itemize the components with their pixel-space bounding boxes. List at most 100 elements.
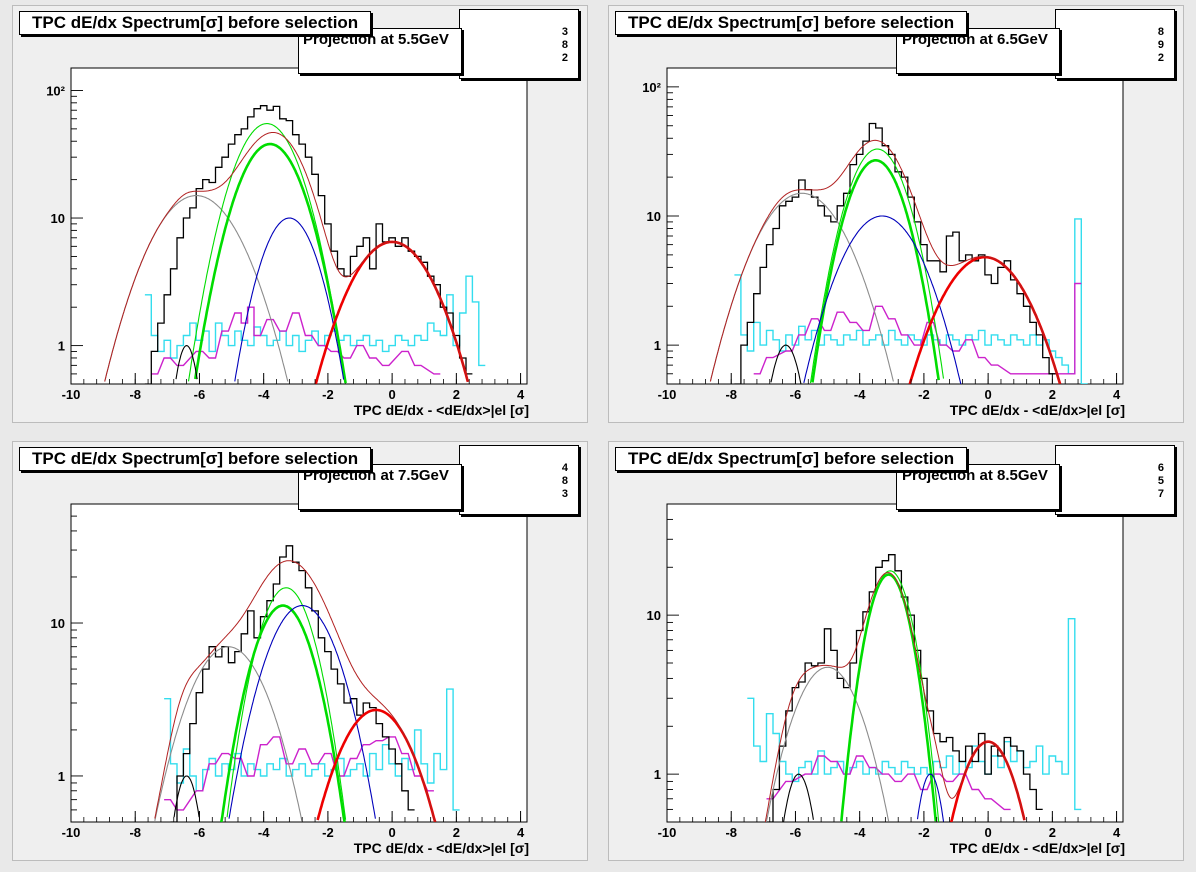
chart-pad[interactable]: -10 -8 -6 -4 -2 0 2 4 1 10 10² TPC dE/dx - <dE/dx>|… bbox=[608, 5, 1184, 423]
y-tick-label: 10² bbox=[642, 80, 661, 95]
x-tick-label: 0 bbox=[985, 825, 992, 840]
series-fit-blue bbox=[803, 215, 962, 384]
series-group bbox=[104, 105, 486, 384]
x-tick-label: -10 bbox=[658, 825, 677, 840]
stat-digit: 9 bbox=[1157, 39, 1164, 51]
series-total-fit bbox=[709, 139, 1061, 384]
stat-box bbox=[298, 464, 462, 510]
series-fit-black bbox=[783, 773, 814, 822]
stat-digits: 8 9 2 bbox=[1150, 26, 1164, 65]
series-fit-green bbox=[220, 604, 346, 822]
series-fit-blue bbox=[916, 773, 945, 822]
x-tick-label: -4 bbox=[258, 825, 270, 840]
stat-digit: 8 bbox=[561, 475, 568, 487]
x-tick-label: -10 bbox=[62, 825, 81, 840]
series-fit-green bbox=[194, 142, 347, 384]
series-fit-green2 bbox=[226, 587, 347, 820]
chart-title: TPC dE/dx Spectrum[σ] before selection bbox=[19, 447, 372, 471]
chart-title: TPC dE/dx Spectrum[σ] before selection bbox=[615, 11, 968, 35]
x-axis-label: TPC dE/dx - <dE/dx>|el [σ] bbox=[354, 840, 529, 856]
x-tick-label: -6 bbox=[790, 825, 802, 840]
x-axis-label: TPC dE/dx - <dE/dx>|el [σ] bbox=[950, 840, 1125, 856]
chart-pad[interactable]: -10 -8 -6 -4 -2 0 2 4 1 10 TPC dE/dx - <dE/dx>|el … bbox=[12, 441, 588, 861]
x-tick-label: -10 bbox=[658, 387, 677, 402]
stat-box bbox=[1055, 9, 1175, 79]
x-tick-label: -4 bbox=[854, 825, 866, 840]
x-tick-label: -4 bbox=[854, 387, 866, 402]
y-tick-label: 1 bbox=[654, 338, 661, 353]
y-tick-label: 1 bbox=[58, 769, 65, 784]
stat-box bbox=[459, 9, 579, 79]
chart-plot-area: -10 -8 -6 -4 -2 0 2 4 1 10 10² TPC dE/dx - <dE/dx>|… bbox=[46, 67, 529, 418]
series-total-fit bbox=[154, 560, 436, 822]
stat-digit: 6 bbox=[1157, 462, 1164, 474]
series-data-histogram bbox=[734, 122, 1056, 384]
x-tick-label: -10 bbox=[62, 387, 81, 402]
x-tick-label: 2 bbox=[1049, 387, 1056, 402]
series-magenta-histogram bbox=[151, 306, 441, 375]
x-tick-label: -8 bbox=[129, 387, 141, 402]
series-fit-black bbox=[175, 345, 198, 380]
stat-box bbox=[896, 28, 1060, 74]
chart-pad[interactable]: -10 -8 -6 -4 -2 0 2 4 1 10 TPC dE/dx - <dE/dx>|el … bbox=[608, 441, 1184, 861]
series-fit-black bbox=[770, 344, 802, 384]
x-tick-label: -2 bbox=[918, 387, 930, 402]
y-tick-label: 10 bbox=[647, 209, 661, 224]
series-fit-blue bbox=[234, 217, 345, 382]
series-fit-gray bbox=[154, 646, 303, 822]
series-cyan-histogram bbox=[734, 218, 1088, 384]
x-tick-label: 2 bbox=[453, 825, 460, 840]
stat-digit: 8 bbox=[1157, 26, 1164, 38]
x-axis-label: TPC dE/dx - <dE/dx>|el [σ] bbox=[950, 402, 1125, 418]
series-group bbox=[709, 122, 1088, 384]
x-tick-label: 4 bbox=[517, 825, 525, 840]
x-tick-label: -8 bbox=[725, 825, 737, 840]
x-tick-label: 2 bbox=[1049, 825, 1056, 840]
stat-digit: 3 bbox=[561, 488, 568, 500]
series-cyan-histogram bbox=[164, 688, 460, 811]
series-fit-gray bbox=[765, 666, 890, 822]
chart-title: TPC dE/dx Spectrum[σ] before selection bbox=[19, 11, 372, 35]
stat-box bbox=[896, 464, 1060, 510]
stat-digit: 8 bbox=[561, 39, 568, 51]
chart-plot-area: -10 -8 -6 -4 -2 0 2 4 1 10 10² TPC dE/dx - <dE/dx>|… bbox=[642, 67, 1125, 418]
x-tick-label: 0 bbox=[389, 387, 396, 402]
x-tick-label: -2 bbox=[322, 387, 334, 402]
chart-pad[interactable]: -10 -8 -6 -4 -2 0 2 4 1 10 10² TPC dE/dx - <dE/dx>|… bbox=[12, 5, 588, 423]
stat-digit: 4 bbox=[561, 462, 568, 474]
chart-title: TPC dE/dx Spectrum[σ] before selection bbox=[615, 447, 968, 471]
series-total-fit bbox=[764, 572, 1025, 822]
stat-box bbox=[298, 28, 462, 74]
x-tick-label: -6 bbox=[194, 387, 206, 402]
stat-digit: 5 bbox=[1157, 475, 1164, 487]
stat-digit: 2 bbox=[561, 52, 568, 64]
plot-frame bbox=[70, 67, 528, 385]
x-tick-label: 4 bbox=[1113, 825, 1121, 840]
series-group bbox=[154, 545, 460, 822]
series-data-histogram bbox=[170, 545, 415, 822]
stat-digits: 4 8 3 bbox=[554, 462, 568, 501]
x-tick-label: -2 bbox=[322, 825, 334, 840]
stat-digit: 2 bbox=[1157, 52, 1164, 64]
series-fit-green2 bbox=[809, 148, 945, 384]
x-tick-label: -6 bbox=[194, 825, 206, 840]
chart-plot-area: -10 -8 -6 -4 -2 0 2 4 1 10 TPC dE/dx - <dE/dx>|el … bbox=[647, 503, 1125, 856]
y-tick-label: 10 bbox=[51, 211, 65, 226]
series-total-fit bbox=[104, 132, 469, 382]
series-magenta-histogram bbox=[766, 755, 1011, 811]
x-tick-label: -4 bbox=[258, 387, 270, 402]
y-tick-label: 10² bbox=[46, 83, 65, 98]
y-tick-label: 1 bbox=[58, 339, 65, 354]
series-group bbox=[747, 554, 1082, 822]
x-tick-label: 2 bbox=[453, 387, 460, 402]
x-tick-label: 4 bbox=[517, 387, 525, 402]
y-tick-label: 1 bbox=[654, 767, 661, 782]
x-tick-label: 0 bbox=[389, 825, 396, 840]
stat-digit: 7 bbox=[1157, 488, 1164, 500]
stat-digits: 3 8 2 bbox=[554, 26, 568, 65]
series-magenta-histogram bbox=[164, 736, 434, 811]
x-axis-label: TPC dE/dx - <dE/dx>|el [σ] bbox=[354, 402, 529, 418]
x-tick-label: -8 bbox=[725, 387, 737, 402]
x-tick-label: 0 bbox=[985, 387, 992, 402]
